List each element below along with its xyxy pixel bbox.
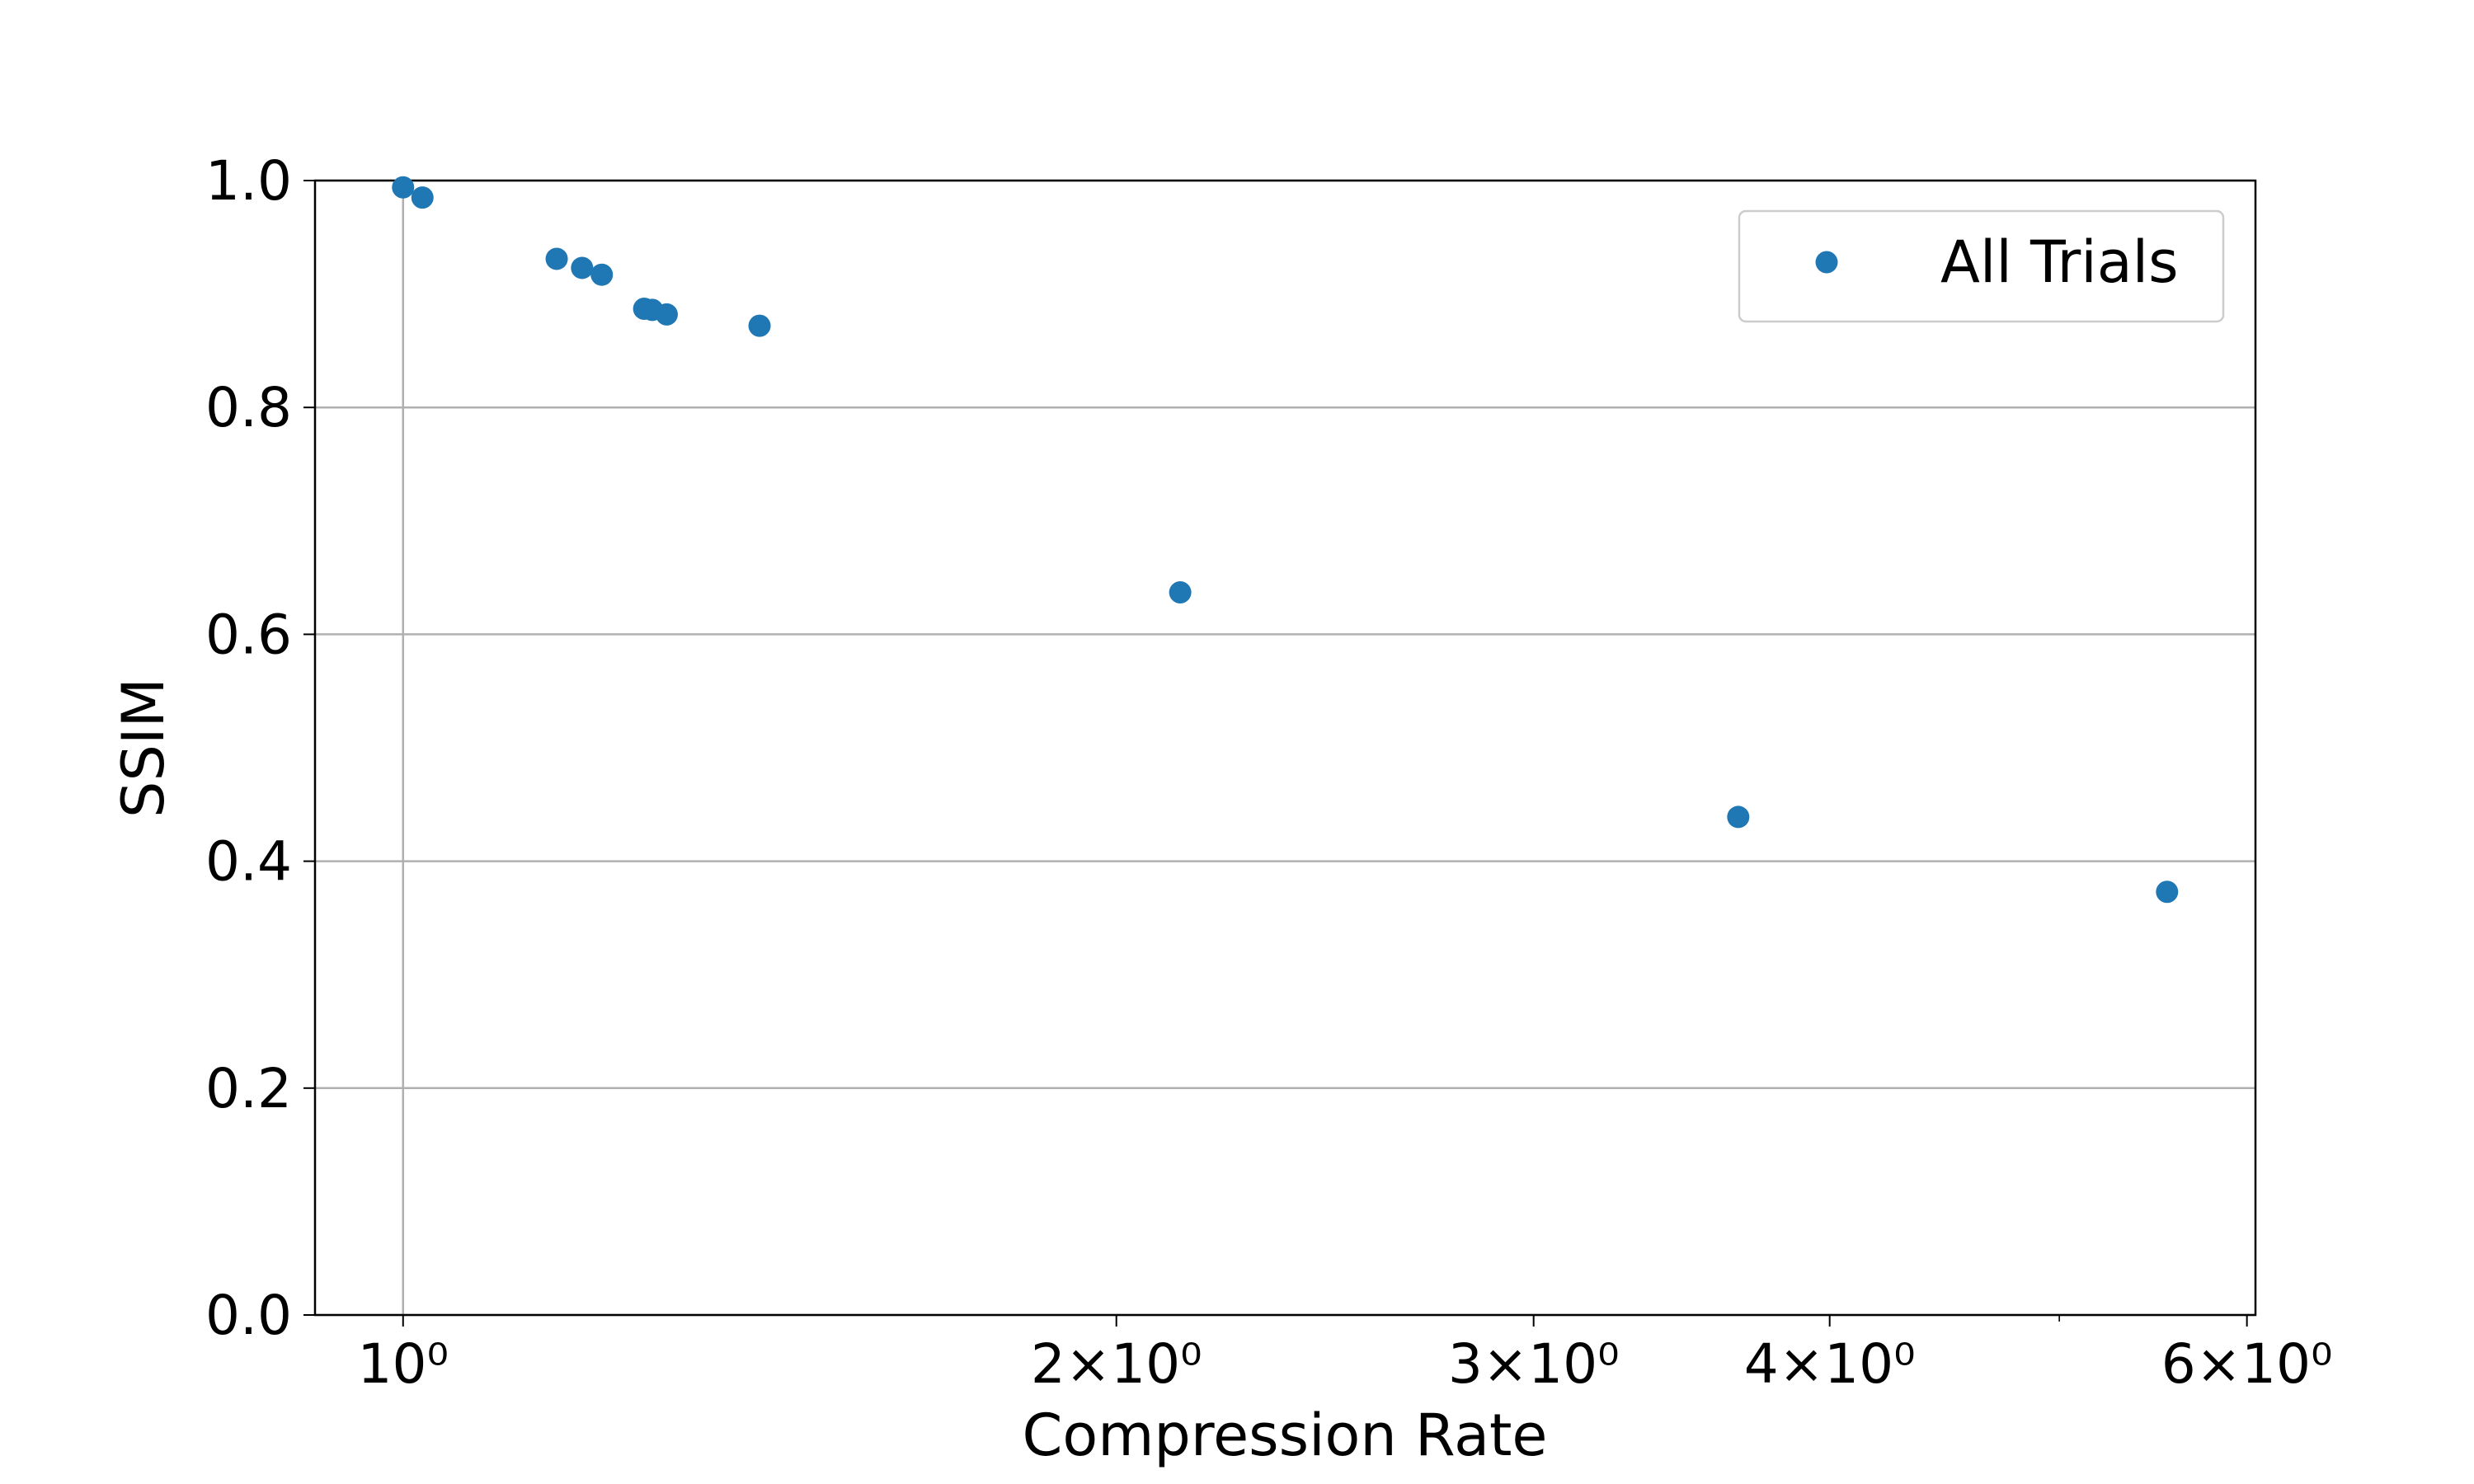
point — [2156, 881, 2179, 904]
point — [748, 314, 771, 337]
point — [545, 247, 568, 270]
x-tick-label: 10⁰ — [358, 1332, 449, 1396]
y-tick-label: 0.2 — [205, 1057, 292, 1120]
legend-marker — [1815, 251, 1838, 274]
x-tick-label: 4×10⁰ — [1744, 1332, 1916, 1396]
plot-frame — [313, 179, 2257, 1317]
y-tick-label: 1.0 — [205, 149, 292, 213]
point — [1727, 805, 1750, 829]
y-axis-label: SSIM — [110, 678, 177, 818]
legend-box — [1738, 209, 2225, 323]
y-tick-label: 0.6 — [205, 603, 292, 666]
y-tick-label: 0.8 — [205, 376, 292, 439]
y-tick-label: 0.0 — [205, 1284, 292, 1347]
x-tick-label: 3×10⁰ — [1448, 1332, 1620, 1396]
legend-label: All Trials — [1940, 228, 2179, 296]
y-tick-label: 0.4 — [205, 830, 292, 894]
x-tick-label: 2×10⁰ — [1031, 1332, 1202, 1396]
x-axis-label: Compression Rate — [1023, 1402, 1548, 1469]
point — [1169, 580, 1192, 603]
point — [392, 176, 415, 199]
point — [571, 256, 594, 279]
point — [590, 263, 614, 286]
point — [655, 303, 678, 326]
point — [411, 186, 434, 209]
x-tick-label: 6×10⁰ — [2161, 1332, 2333, 1396]
